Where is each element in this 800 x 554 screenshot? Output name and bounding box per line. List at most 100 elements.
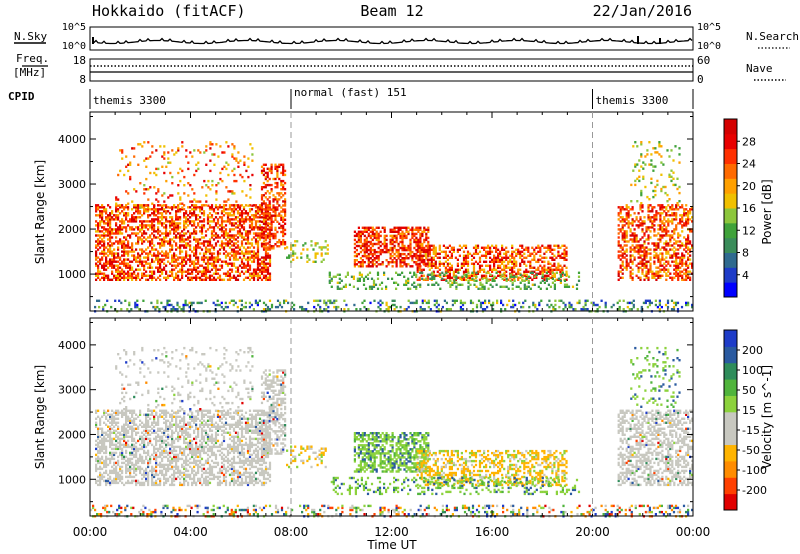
- power-cell: [675, 226, 678, 229]
- power-cell: [171, 218, 174, 221]
- power-cell: [689, 218, 692, 221]
- power-cell: [558, 299, 561, 302]
- power-cell: [187, 254, 190, 257]
- power-cell: [284, 214, 287, 217]
- power-cell: [235, 159, 238, 162]
- power-cell: [119, 274, 122, 277]
- power-cell: [535, 268, 538, 271]
- power-cell: [493, 262, 496, 265]
- power-cell: [438, 262, 441, 265]
- power-cell: [677, 272, 680, 275]
- power-cell: [447, 308, 450, 311]
- power-cell: [418, 266, 421, 269]
- power-cell: [105, 234, 108, 237]
- power-cell: [511, 278, 514, 281]
- power-cell: [495, 248, 498, 251]
- power-cell: [442, 264, 445, 267]
- power-cell: [513, 266, 516, 269]
- power-cell: [677, 232, 680, 235]
- power-cell: [373, 252, 376, 256]
- power-cell: [244, 301, 247, 305]
- power-cell: [177, 258, 180, 261]
- power-cell: [399, 273, 402, 276]
- power-cell: [252, 216, 256, 219]
- power-cell: [561, 266, 564, 269]
- power-cell: [462, 260, 466, 263]
- power-cell: [375, 238, 378, 242]
- power-cell: [448, 274, 451, 277]
- power-cell: [357, 230, 360, 233]
- power-cell: [248, 242, 252, 245]
- power-cell: [514, 303, 517, 307]
- power-cell: [687, 234, 690, 237]
- power-cell: [121, 206, 124, 209]
- power-cell: [226, 278, 230, 281]
- power-cell: [105, 246, 108, 249]
- power-cell: [653, 224, 656, 227]
- power-cell: [202, 224, 206, 227]
- power-cell: [427, 299, 430, 302]
- power-cell: [519, 273, 522, 276]
- power-cell: [185, 262, 188, 265]
- power-cell: [107, 262, 110, 265]
- power-cell: [240, 204, 244, 207]
- power-cell: [240, 234, 244, 237]
- power-cell: [679, 222, 682, 225]
- power-cell: [189, 254, 192, 257]
- power-cell: [631, 208, 634, 211]
- power-cell: [367, 240, 370, 244]
- power-cell: [413, 301, 416, 305]
- power-cell: [141, 222, 144, 225]
- power-cell: [135, 190, 138, 193]
- power-cell: [217, 155, 220, 158]
- power-cell: [496, 299, 499, 302]
- power-cell: [645, 274, 648, 277]
- power-cell: [677, 276, 680, 279]
- power-cell: [641, 258, 644, 261]
- power-cell: [115, 260, 118, 263]
- power-cell: [227, 190, 230, 193]
- power-cell: [357, 236, 360, 240]
- power-cell: [234, 226, 238, 229]
- power-cell: [519, 281, 522, 284]
- power-cell: [634, 141, 637, 144]
- power-cell: [115, 216, 118, 219]
- power-cell: [367, 226, 370, 229]
- power-cell: [621, 246, 624, 249]
- power-cell: [169, 238, 172, 241]
- power-cell: [220, 220, 224, 223]
- power-cell: [193, 214, 196, 217]
- power-cell: [228, 218, 232, 221]
- power-cell: [621, 272, 624, 275]
- power-cell: [659, 260, 662, 263]
- power-cell: [187, 182, 190, 185]
- power-cell: [238, 274, 242, 277]
- power-cell: [653, 256, 656, 259]
- power-cell: [667, 270, 670, 273]
- power-cell: [236, 268, 240, 271]
- power-cell: [629, 254, 632, 257]
- power-cell: [260, 230, 264, 233]
- power-cell: [264, 238, 267, 242]
- power-cell: [223, 200, 226, 203]
- power-cell: [202, 274, 206, 277]
- power-cell: [401, 259, 404, 262]
- power-cell: [617, 250, 620, 253]
- power-cell: [657, 246, 660, 249]
- power-cell: [131, 274, 134, 277]
- power-cell: [561, 244, 564, 247]
- power-cell: [187, 238, 190, 241]
- power-cell: [133, 218, 136, 221]
- power-cell: [169, 230, 172, 233]
- power-cell: [380, 281, 384, 284]
- power-cell: [452, 272, 455, 275]
- power-cell: [691, 246, 694, 249]
- power-cell: [260, 245, 264, 248]
- power-cell: [228, 214, 232, 217]
- power-cell: [264, 220, 268, 223]
- power-cell: [665, 264, 668, 267]
- power-cell: [171, 206, 174, 209]
- power-cell: [173, 236, 176, 239]
- power-cell: [401, 252, 404, 256]
- power-cell: [403, 252, 406, 256]
